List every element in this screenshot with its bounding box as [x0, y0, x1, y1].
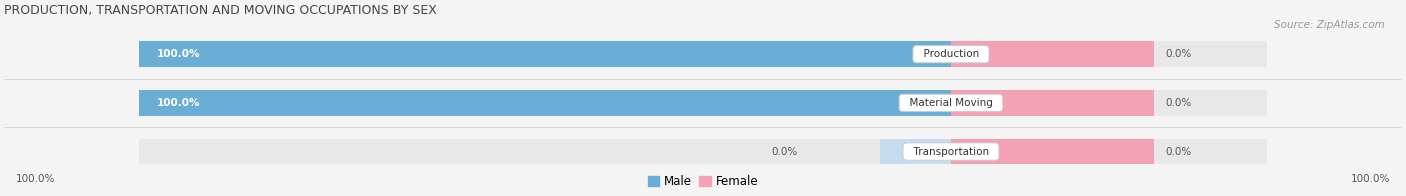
Bar — [950, 42, 1154, 67]
Bar — [950, 139, 1154, 164]
Bar — [880, 139, 1022, 164]
Bar — [139, 42, 950, 67]
Text: 100.0%: 100.0% — [156, 98, 200, 108]
Text: 100.0%: 100.0% — [1351, 174, 1391, 184]
Text: 0.0%: 0.0% — [1166, 147, 1191, 157]
Bar — [139, 42, 1267, 67]
Text: 0.0%: 0.0% — [1166, 49, 1191, 59]
Text: Material Moving: Material Moving — [903, 98, 1000, 108]
Legend: Male, Female: Male, Female — [643, 170, 763, 193]
Text: 0.0%: 0.0% — [772, 147, 797, 157]
Text: Production: Production — [917, 49, 986, 59]
Bar — [139, 139, 1267, 164]
Text: Transportation: Transportation — [907, 147, 995, 157]
Text: 100.0%: 100.0% — [15, 174, 55, 184]
Text: Source: ZipAtlas.com: Source: ZipAtlas.com — [1274, 20, 1385, 30]
Text: 0.0%: 0.0% — [1166, 98, 1191, 108]
Bar — [139, 90, 950, 115]
Text: 100.0%: 100.0% — [156, 49, 200, 59]
Text: PRODUCTION, TRANSPORTATION AND MOVING OCCUPATIONS BY SEX: PRODUCTION, TRANSPORTATION AND MOVING OC… — [4, 4, 437, 17]
Bar — [139, 90, 1267, 115]
Bar — [950, 90, 1154, 115]
